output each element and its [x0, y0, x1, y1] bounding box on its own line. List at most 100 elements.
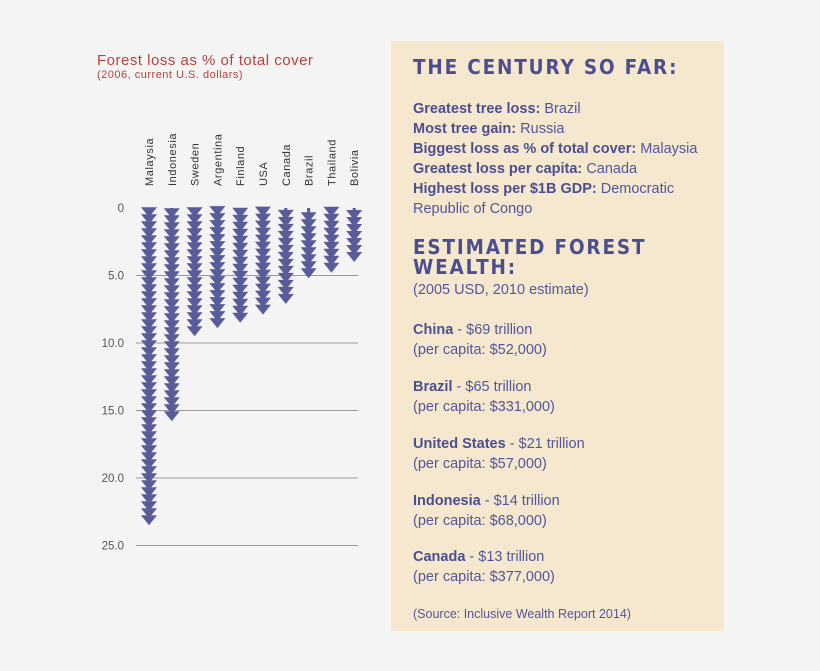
- bar-arrow: [186, 270, 203, 281]
- bar-arrow: [163, 411, 180, 422]
- bar-arrow: [186, 256, 203, 267]
- fact-value: Democratic: [596, 181, 675, 197]
- bar-arrow: [141, 221, 157, 232]
- century-heading: THE CENTURY SO FAR:: [413, 55, 679, 79]
- bar-arrow: [209, 220, 226, 231]
- bar-arrow: [186, 305, 203, 316]
- bar-arrow: [209, 234, 226, 245]
- bar-arrow: [163, 264, 180, 275]
- wealth-country: Indonesia: [413, 493, 481, 509]
- bar-arrow: [209, 206, 226, 217]
- y-tick-label: 10.0: [102, 338, 124, 350]
- bar-arrow: [277, 230, 294, 241]
- bar-arrow: [141, 452, 157, 463]
- bar-arrow: [209, 213, 226, 224]
- bar-arrow: [163, 355, 180, 366]
- bar-arrow: [300, 212, 317, 223]
- bar-arrow: [300, 226, 317, 237]
- bar-arrow: [141, 361, 157, 372]
- bar: [186, 207, 203, 337]
- bar-arrow: [300, 247, 317, 258]
- bar-arrow: [141, 501, 157, 512]
- bar-arrow: [323, 262, 340, 273]
- x-tick-label: Sweden: [190, 143, 202, 186]
- bar-arrow: [346, 217, 363, 227]
- bar-arrow: [346, 210, 363, 220]
- bar-arrow: [255, 206, 271, 217]
- bar-arrow: [163, 306, 180, 317]
- wealth-china-per-capita: (per capita: $52,000): [413, 342, 547, 358]
- bar-arrow: [255, 255, 271, 266]
- bar-arrow: [300, 254, 317, 265]
- bar-arrow: [141, 326, 157, 337]
- fact-per-capita: Greatest loss per capita: Canada: [413, 159, 637, 179]
- wealth-brazil: Brazil - $65 trillion: [413, 377, 531, 397]
- x-tick-label: Argentina: [212, 133, 224, 186]
- bar-arrow: [255, 297, 271, 308]
- bar-arrow: [232, 305, 249, 316]
- bar-arrow: [141, 242, 157, 253]
- bar-arrow: [232, 312, 249, 323]
- bar-arrow: [163, 397, 180, 408]
- bar-arrow: [141, 235, 157, 246]
- bar-arrow: [163, 292, 180, 303]
- bar-arrow: [232, 298, 249, 309]
- fact-label: Biggest loss as % of total cover:: [413, 141, 637, 157]
- bar-arrow: [186, 228, 203, 239]
- bar-arrow: [323, 255, 340, 266]
- bar-arrow: [141, 368, 157, 379]
- bar-arrow: [163, 243, 180, 254]
- bar-arrow: [163, 334, 180, 345]
- wealth-brazil-per-capita: (per capita: $331,000): [413, 399, 555, 415]
- bar-arrow: [346, 238, 363, 248]
- bar-arrow: [277, 223, 294, 234]
- fact-value: Malaysia: [636, 141, 698, 157]
- bar-arrow: [255, 283, 271, 294]
- wealth-country: Brazil: [413, 379, 453, 395]
- bar-arrow: [186, 298, 203, 309]
- bar-arrow: [163, 299, 180, 310]
- bar-arrow: [300, 261, 317, 272]
- bar-arrow: [232, 277, 249, 288]
- bar-arrow: [186, 207, 203, 218]
- bar-arrow: [232, 256, 249, 267]
- bar-arrow: [163, 236, 180, 247]
- fact-value: Canada: [582, 161, 638, 177]
- bar-arrow: [209, 276, 226, 287]
- bar-arrow: [163, 215, 180, 226]
- bar-arrow: [209, 318, 226, 329]
- y-tick-label: 15.0: [102, 406, 124, 418]
- bar-arrow: [186, 263, 203, 274]
- y-tick-label: 0: [118, 203, 124, 215]
- bar-arrow: [141, 438, 157, 449]
- bar-arrow: [323, 206, 340, 217]
- fact-value: Russia: [516, 121, 565, 137]
- fact-value: Brazil: [540, 101, 581, 117]
- bar-arrow: [232, 249, 249, 260]
- bar-arrow: [141, 403, 157, 414]
- x-tick-label: Thailand: [326, 139, 338, 186]
- bar-arrow: [300, 219, 317, 230]
- bar-arrow: [232, 291, 249, 302]
- x-tick-label: Finland: [235, 146, 247, 186]
- fact-per-gdp: Highest loss per $1B GDP: Democratic: [413, 179, 674, 199]
- bar-arrow: [186, 221, 203, 232]
- bar-arrow: [186, 291, 203, 302]
- wealth-heading-line1: ESTIMATED FOREST: [413, 235, 647, 259]
- bar-arrow: [277, 293, 294, 304]
- bar-arrow: [277, 258, 294, 269]
- bar-arrow: [163, 348, 180, 359]
- bar-arrow: [163, 362, 180, 373]
- bar: [277, 208, 294, 304]
- fact-label: Greatest loss per capita:: [413, 161, 583, 177]
- bar-arrow: [163, 404, 180, 415]
- bar-arrow: [141, 354, 157, 365]
- fact-greatest-loss: Greatest tree loss: Brazil: [413, 99, 581, 119]
- bar-arrow: [255, 262, 271, 273]
- bar-arrow: [186, 284, 203, 295]
- bar-arrow: [323, 220, 340, 231]
- bar: [300, 208, 317, 279]
- wealth-value: - $69 trillion: [453, 322, 533, 338]
- bar-arrow: [255, 213, 271, 224]
- bar-arrow: [141, 389, 157, 400]
